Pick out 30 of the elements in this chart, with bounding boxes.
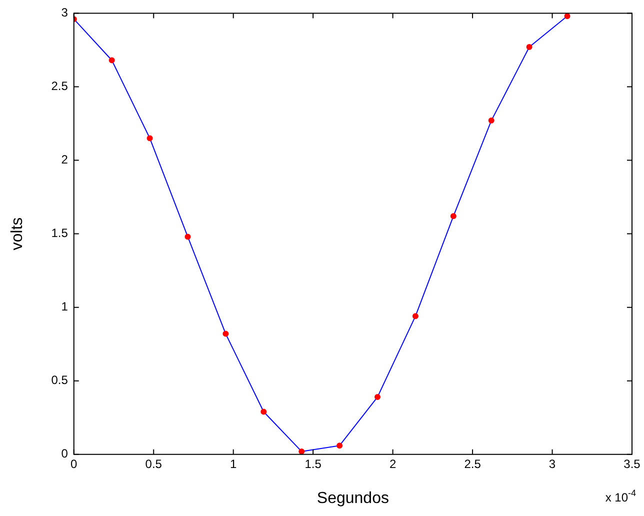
y-axis-title: volts bbox=[9, 217, 26, 250]
x-tick-label: 3.5 bbox=[624, 456, 641, 471]
y-tick-label: 0 bbox=[61, 446, 68, 461]
point bbox=[298, 448, 305, 454]
y-tick-label: 2.5 bbox=[51, 79, 68, 94]
x-tick-label: 2.5 bbox=[464, 456, 482, 471]
y-tick-label: 1 bbox=[61, 300, 68, 314]
point bbox=[222, 330, 229, 337]
y-tick-label: 1.5 bbox=[51, 226, 68, 240]
x-tick-label: 0 bbox=[70, 456, 78, 471]
point bbox=[260, 408, 267, 415]
point bbox=[488, 118, 494, 124]
point bbox=[108, 57, 115, 64]
x-tick-label: 3 bbox=[548, 456, 556, 471]
point bbox=[450, 213, 456, 220]
point bbox=[412, 313, 418, 320]
x-tick-label: 2 bbox=[389, 456, 396, 471]
point bbox=[564, 13, 570, 20]
x-tick-label: 1.5 bbox=[304, 456, 322, 471]
y-tick-label: 0.5 bbox=[51, 373, 68, 388]
x-axis-title: Segundos bbox=[316, 490, 389, 507]
point bbox=[184, 234, 191, 240]
point bbox=[374, 394, 380, 400]
point bbox=[336, 442, 343, 449]
x-tick-label: 0.5 bbox=[145, 456, 162, 471]
y-tick-label: 3 bbox=[61, 6, 68, 20]
point bbox=[146, 135, 153, 142]
x-tick-label: 1 bbox=[230, 456, 237, 471]
y-tick-label: 2 bbox=[61, 152, 68, 167]
point bbox=[526, 44, 532, 50]
